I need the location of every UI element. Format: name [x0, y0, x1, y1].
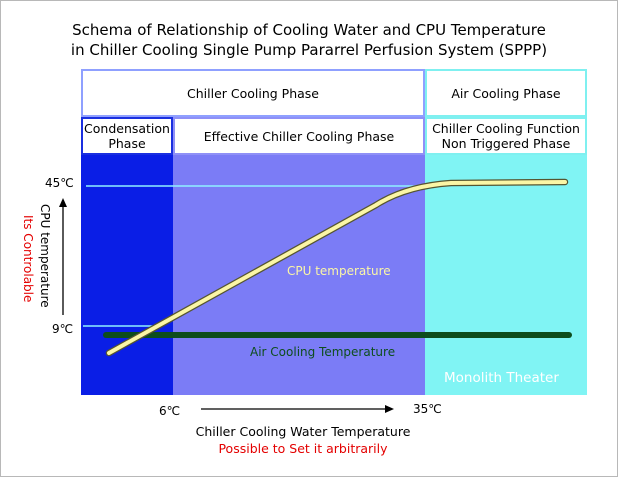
cpu-temperature-arrow-head [59, 198, 67, 207]
condensation-column [81, 155, 173, 395]
effective-chiller-phase-label: Effective Chiller Cooling Phase [203, 128, 395, 144]
chiller-cooling-phase-label: Chiller Cooling Phase [187, 85, 319, 101]
air-cooling-column [425, 155, 587, 395]
air-cooling-phase-header: Air Cooling Phase [425, 69, 587, 117]
y-axis-label: CPU temperature [38, 204, 52, 308]
effective-chiller-phase-header: Effective Chiller Cooling Phase [173, 117, 425, 155]
x-tick-35c: 35℃ [413, 402, 442, 416]
y-tick-9c: 9℃ [52, 322, 74, 336]
cpu-temperature-curve [107, 180, 567, 355]
y-tick-45c: 45℃ [45, 176, 74, 190]
condensation-phase-label-line-2: Phase [108, 136, 146, 151]
diagram-title-line-2: in Chiller Cooling Single Pump Pararrel … [70, 41, 548, 59]
monolith-theater-label: Monolith Theater [444, 370, 559, 386]
non-triggered-phase-label: Chiller Cooling Function Non Triggered P… [432, 121, 580, 151]
water-temperature-arrow-head [385, 405, 394, 413]
condensation-phase-header: Condensation Phase [81, 117, 173, 155]
non-triggered-phase-label-line-1: Chiller Cooling Function [432, 121, 580, 136]
y-axis-note: Its Controlable [21, 215, 35, 303]
non-triggered-phase-label-line-2: Non Triggered Phase [441, 136, 571, 151]
x-tick-6c: 6℃ [159, 404, 181, 418]
x-axis-note: Possible to Set it arbitrarily [218, 441, 388, 456]
chiller-cooling-phase-header: Chiller Cooling Phase [81, 69, 425, 117]
diagram-title-line-1: Schema of Relationship of Cooling Water … [72, 21, 546, 39]
condensation-phase-label: Condensation Phase [84, 121, 170, 151]
air-cooling-phase-label: Air Cooling Phase [451, 85, 561, 101]
x-axis-label: Chiller Cooling Water Temperature [195, 424, 411, 439]
cpu-temperature-label: CPU temperature [287, 264, 391, 278]
condensation-phase-label-line-1: Condensation [84, 121, 170, 136]
effective-chiller-column [173, 155, 425, 395]
air-cooling-temperature-label: Air Cooling Temperature [250, 345, 396, 359]
non-triggered-phase-header: Chiller Cooling Function Non Triggered P… [425, 117, 587, 155]
